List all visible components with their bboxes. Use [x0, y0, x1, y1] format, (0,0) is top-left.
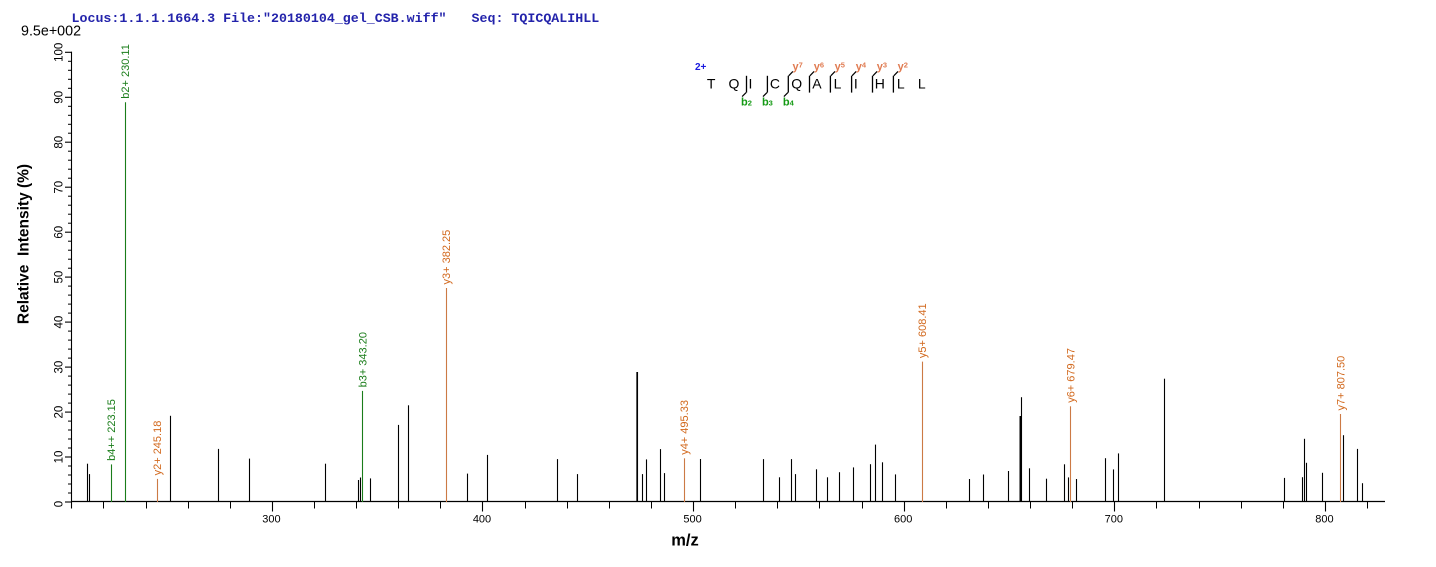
svg-text:Locus:1.1.1.1664.3 File:"20180: Locus:1.1.1.1664.3 File:"20180104_gel_CS…	[72, 11, 447, 26]
svg-text:500: 500	[683, 514, 701, 526]
svg-text:400: 400	[473, 514, 491, 526]
svg-text:T: T	[707, 76, 716, 92]
svg-text:y7+ 807.50: y7+ 807.50	[1336, 356, 1348, 411]
svg-text:9.5e+002: 9.5e+002	[21, 23, 81, 39]
svg-text:b3: b3	[762, 97, 773, 109]
svg-text:0: 0	[54, 501, 66, 507]
svg-text:y6+ 679.47: y6+ 679.47	[1065, 348, 1077, 403]
svg-text:y5+ 608.41: y5+ 608.41	[917, 303, 929, 358]
svg-text:m/z: m/z	[671, 532, 699, 550]
svg-text:I: I	[854, 76, 858, 92]
svg-text:H: H	[875, 76, 885, 92]
svg-text:600: 600	[894, 514, 912, 526]
svg-text:b3+ 343.20: b3+ 343.20	[357, 332, 369, 387]
svg-text:90: 90	[54, 91, 66, 104]
svg-text:b2: b2	[741, 97, 752, 109]
svg-text:80: 80	[54, 136, 66, 149]
svg-text:700: 700	[1105, 514, 1123, 526]
svg-text:800: 800	[1315, 514, 1333, 526]
svg-text:b4++ 223.15: b4++ 223.15	[106, 399, 118, 461]
svg-text:60: 60	[54, 226, 66, 239]
svg-text:y2: y2	[898, 61, 908, 73]
svg-text:10: 10	[54, 451, 66, 464]
svg-text:Relative Intensity (%): Relative Intensity (%)	[16, 164, 33, 324]
svg-text:70: 70	[54, 181, 66, 194]
svg-text:y4: y4	[856, 61, 867, 73]
svg-text:y6: y6	[814, 61, 824, 73]
svg-text:50: 50	[54, 271, 66, 284]
svg-text:y4+ 495.33: y4+ 495.33	[679, 400, 691, 455]
svg-text:L: L	[897, 76, 905, 92]
svg-text:2+: 2+	[695, 62, 707, 73]
svg-text:y5: y5	[835, 61, 845, 73]
svg-text:C: C	[770, 76, 780, 92]
svg-text:Seq: TQICQALIHLL: Seq: TQICQALIHLL	[472, 11, 600, 26]
svg-text:40: 40	[54, 316, 66, 329]
svg-text:300: 300	[262, 514, 280, 526]
svg-text:30: 30	[54, 361, 66, 374]
svg-text:L: L	[918, 76, 926, 92]
svg-text:100: 100	[54, 43, 66, 62]
svg-text:y3+ 382.25: y3+ 382.25	[441, 230, 453, 285]
svg-text:Q: Q	[791, 76, 802, 92]
svg-text:y2+ 245.18: y2+ 245.18	[152, 421, 164, 476]
svg-text:20: 20	[54, 406, 66, 419]
svg-text:I: I	[748, 76, 752, 92]
svg-text:L: L	[834, 76, 842, 92]
svg-text:b2+ 230.11: b2+ 230.11	[120, 44, 132, 99]
svg-text:Q: Q	[729, 76, 740, 92]
svg-text:y7: y7	[793, 61, 803, 73]
svg-text:A: A	[812, 76, 822, 92]
svg-text:y3: y3	[877, 61, 887, 73]
svg-text:b4: b4	[783, 97, 795, 109]
